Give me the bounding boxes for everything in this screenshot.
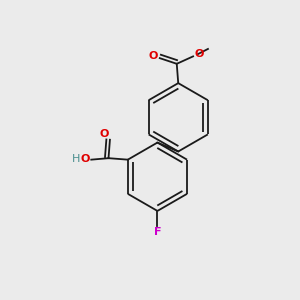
Text: O: O — [81, 154, 90, 164]
Text: F: F — [154, 227, 161, 237]
Text: O: O — [149, 51, 158, 62]
Text: O: O — [195, 49, 204, 59]
Text: O: O — [100, 129, 109, 140]
Text: H: H — [72, 154, 80, 164]
